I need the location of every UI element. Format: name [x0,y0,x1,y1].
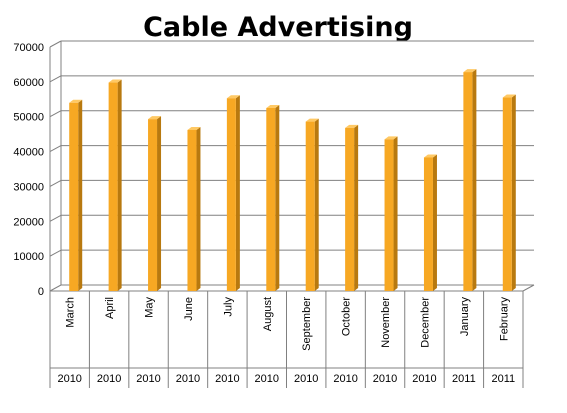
bar-top [266,105,280,108]
bar-side [117,79,122,291]
floor-edge [522,284,535,292]
gridline-depth [49,145,62,153]
y-tick-label: 70000 [13,42,44,54]
x-tick-label: June [183,297,195,321]
x-tick-year-label: 2010 [412,373,436,385]
bar-front [345,127,355,292]
bar-top [345,124,359,128]
gridline-depth [49,214,62,222]
bar [345,124,359,292]
bar-side [78,99,83,292]
x-tick-year-label: 2010 [176,373,200,385]
bar [187,126,201,292]
gridline-depth [49,179,62,187]
bar [423,154,437,291]
x-tick-year-label: 2010 [215,373,239,385]
bar-front [305,121,315,291]
y-tick-label: 50000 [13,112,44,124]
gridline-depth [49,75,62,83]
bar [226,95,240,292]
x-tick-year-label: 2010 [57,373,81,385]
bar-front [463,72,473,292]
bar-top [305,118,319,122]
bar [108,79,122,291]
bar-side [354,124,359,292]
bar [384,136,398,291]
bar-side [393,136,398,291]
chart-title: Cable Advertising [143,12,413,43]
x-tick-label: March [65,297,77,328]
bar-side [157,116,162,291]
bar [69,99,83,292]
bar-top [108,79,122,83]
x-tick-year-label: 2010 [255,373,279,385]
x-tick-year-label: 2011 [452,373,476,385]
x-tick-year-label: 2010 [97,373,121,385]
bar-side [432,154,437,291]
y-tick-label: 10000 [13,251,44,263]
bar-side [472,69,477,292]
y-tick-label: 20000 [13,216,44,228]
bar [463,69,477,292]
bar-top [463,69,477,73]
x-tick-label: November [380,297,392,348]
y-tick-label: 30000 [13,181,44,193]
bar [266,105,280,291]
bar-front [148,119,158,291]
x-tick-label: December [419,297,431,348]
bar-top [384,136,398,140]
x-tick-year-label: 2010 [333,373,357,385]
x-tick-label: April [104,297,116,319]
bar [148,116,162,291]
y-tick-label: 0 [38,286,44,298]
y-tick-label: 40000 [13,147,44,159]
bar-front [266,108,276,291]
bar-top [69,99,83,103]
bar-front [187,129,197,291]
bar-front [502,97,512,292]
bar-side [196,126,201,292]
bar-front [423,157,433,291]
x-tick-label: October [341,297,353,336]
bar-side [235,95,240,292]
gridline-depth [49,110,62,118]
bar-top [148,116,162,120]
y-tick-label: 60000 [13,77,44,89]
bar-front [108,82,118,291]
x-tick-year-label: 2011 [491,373,515,385]
gridline-depth [49,284,62,292]
bar-front [226,98,236,292]
bar-top [423,154,437,158]
x-tick-label: January [459,297,471,337]
bar-front [69,102,79,292]
gridline-depth [49,249,62,257]
x-tick-label: February [498,297,510,342]
x-tick-label: May [144,297,156,318]
bar-top [502,94,516,98]
bar-side [511,94,516,292]
bar [305,118,319,291]
bar-top [187,126,201,130]
x-tick-year-label: 2010 [373,373,397,385]
x-tick-label: September [301,297,313,351]
bar-side [314,118,319,291]
x-tick-year-label: 2010 [136,373,160,385]
x-tick-label: August [262,297,274,331]
bar-front [384,139,394,291]
x-tick-label: July [222,297,234,317]
bar-top [226,95,240,99]
bar-side [275,105,280,291]
bar [502,94,516,292]
gridline-depth [49,40,62,48]
x-tick-year-label: 2010 [294,373,318,385]
